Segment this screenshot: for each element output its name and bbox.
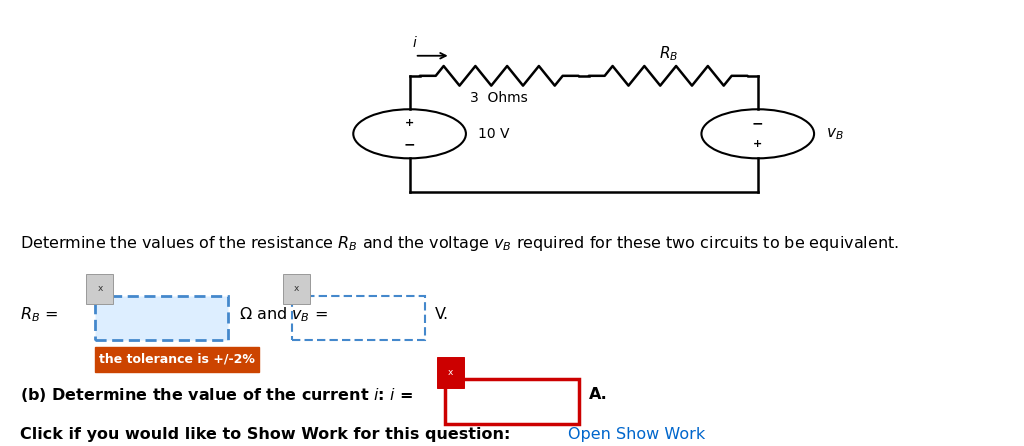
Text: Click if you would like to Show Work for this question:: Click if you would like to Show Work for… bbox=[20, 427, 511, 442]
Text: (b) Determine the value of the current $i$: $i$ =: (b) Determine the value of the current $… bbox=[20, 386, 414, 404]
Text: $v_B$: $v_B$ bbox=[826, 126, 844, 142]
Text: x: x bbox=[294, 285, 299, 293]
Text: x: x bbox=[447, 368, 453, 377]
FancyBboxPatch shape bbox=[95, 296, 228, 340]
Text: +: + bbox=[753, 139, 763, 149]
FancyBboxPatch shape bbox=[292, 296, 425, 340]
Text: Open Show Work: Open Show Work bbox=[568, 427, 706, 442]
Text: Ω and $v_B$ =: Ω and $v_B$ = bbox=[239, 305, 328, 324]
Text: $R_B$: $R_B$ bbox=[658, 44, 678, 63]
Text: Determine the values of the resistance $R_B$ and the voltage $v_B$ required for : Determine the values of the resistance $… bbox=[20, 234, 899, 252]
Text: 3  Ohms: 3 Ohms bbox=[470, 91, 528, 105]
Text: A.: A. bbox=[589, 387, 607, 402]
Text: the tolerance is +/-2%: the tolerance is +/-2% bbox=[99, 353, 255, 366]
Text: −: − bbox=[752, 116, 764, 131]
FancyBboxPatch shape bbox=[95, 347, 259, 372]
Text: +: + bbox=[404, 119, 415, 128]
Text: $R_B$ =: $R_B$ = bbox=[20, 305, 58, 324]
Text: −: − bbox=[403, 137, 416, 151]
FancyBboxPatch shape bbox=[445, 379, 579, 424]
Text: x: x bbox=[97, 285, 102, 293]
Text: V.: V. bbox=[435, 307, 450, 322]
Text: 10 V: 10 V bbox=[478, 127, 510, 141]
Text: $i$: $i$ bbox=[412, 35, 418, 50]
